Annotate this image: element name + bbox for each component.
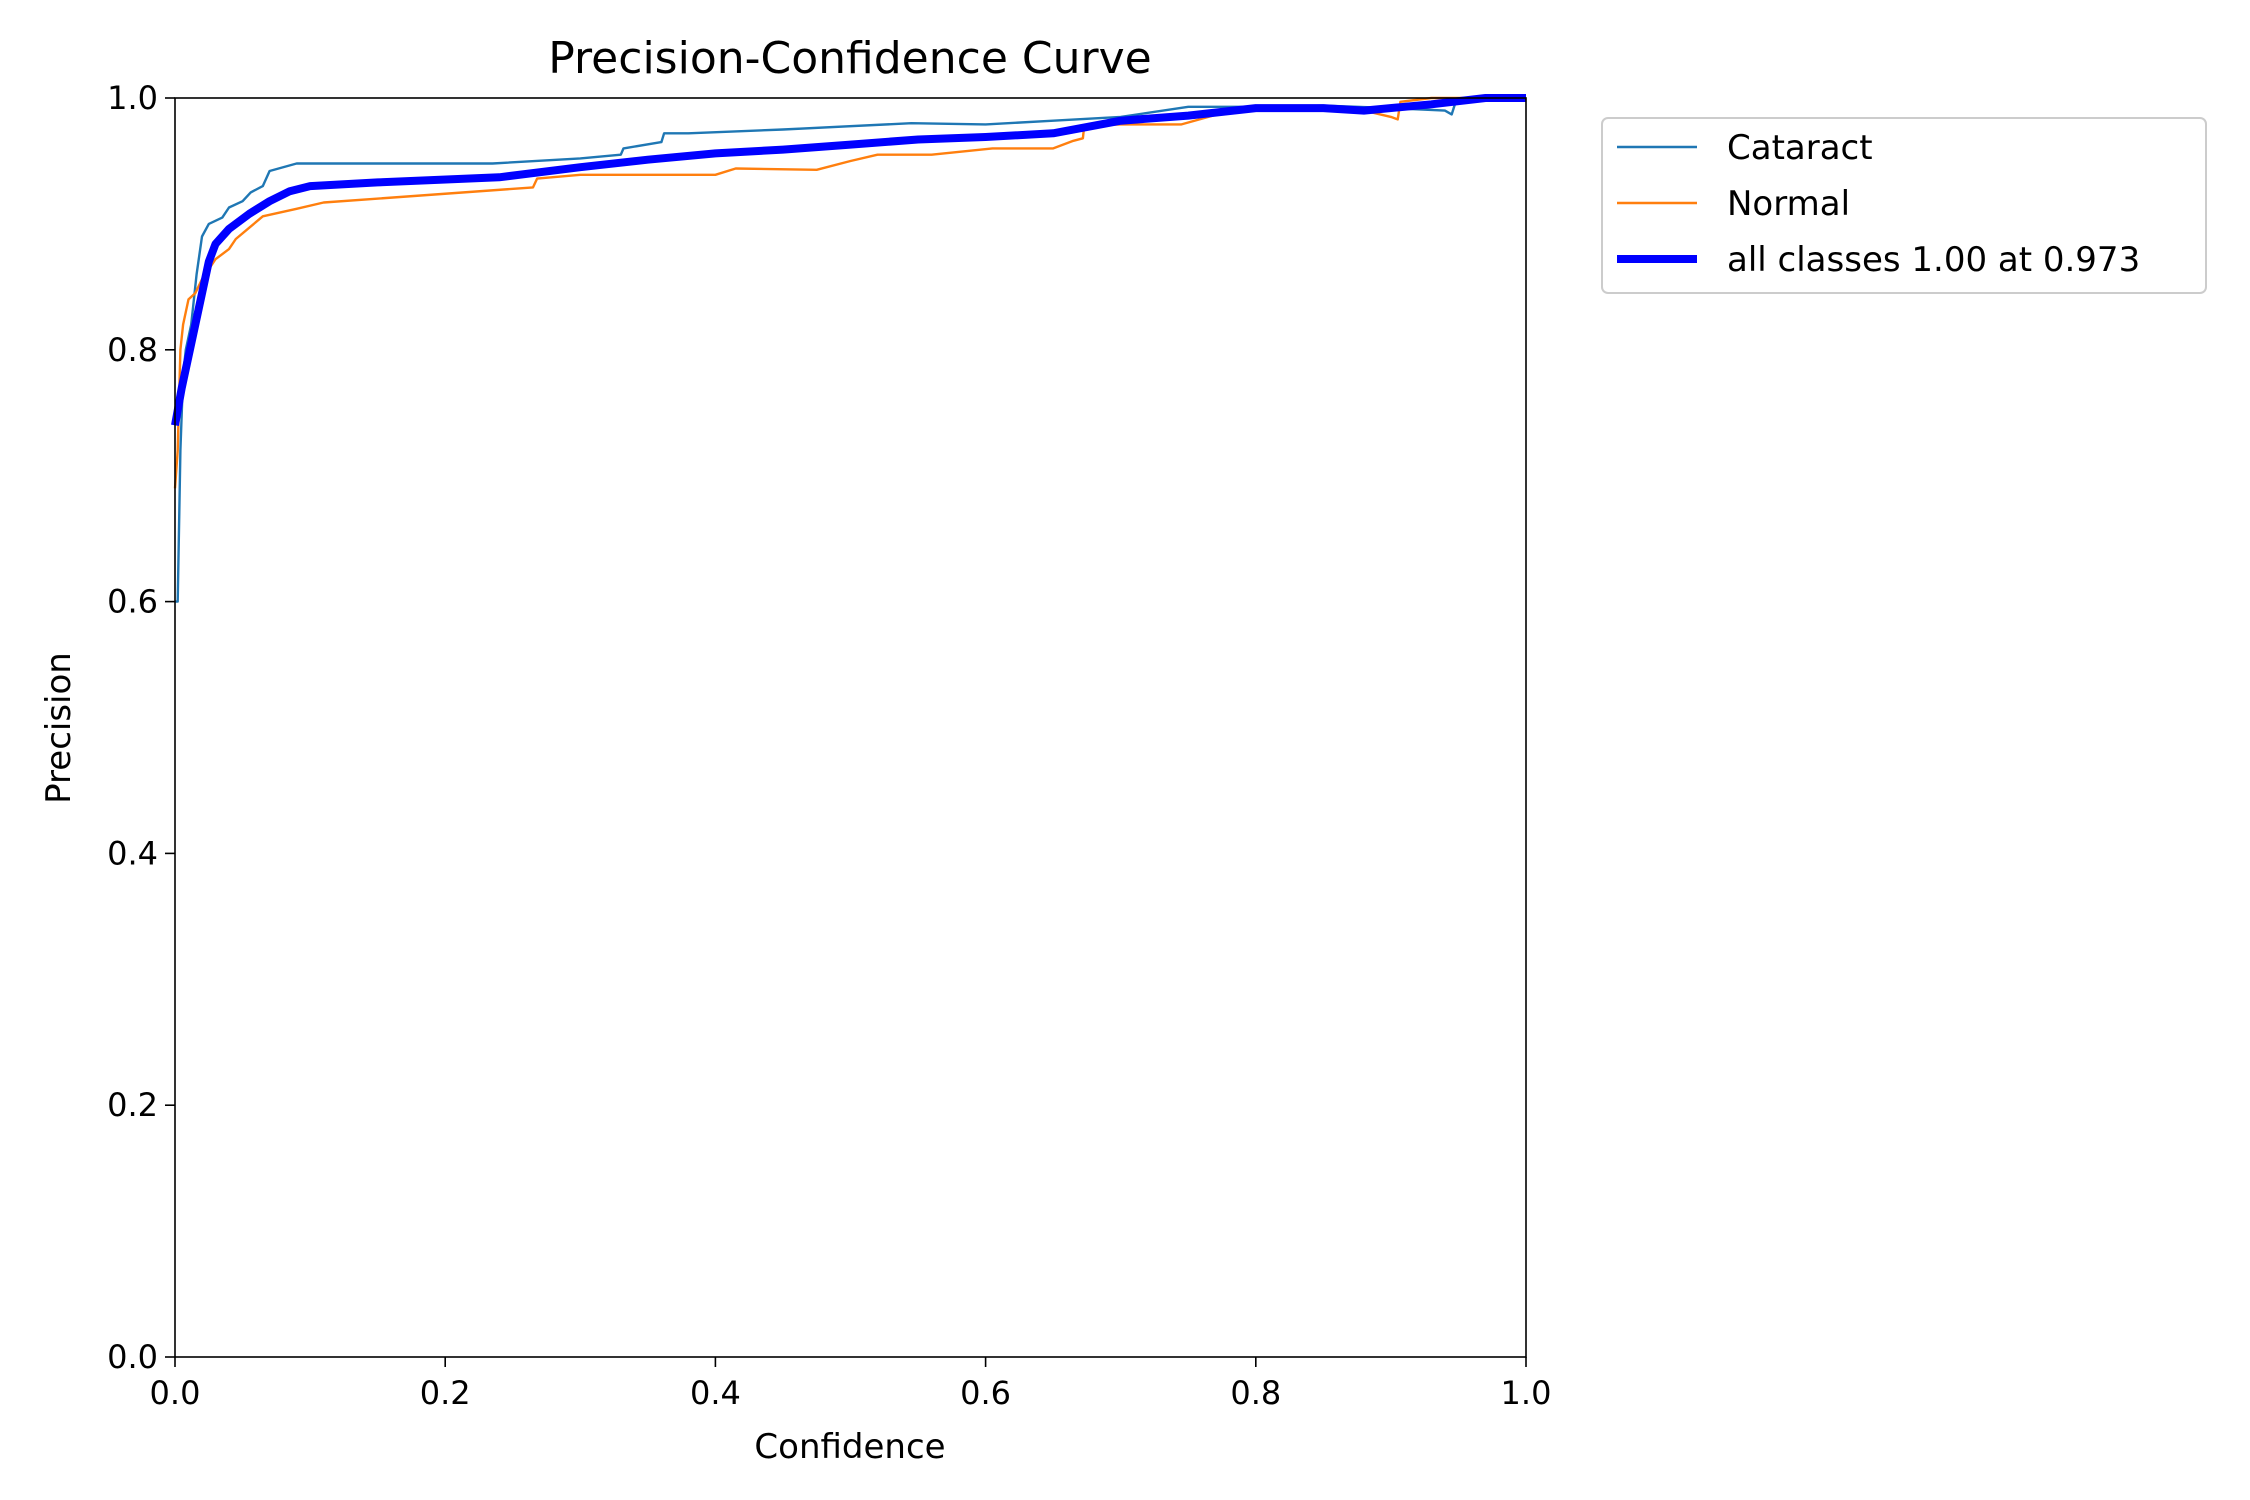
- y-tick-label: 0.6: [107, 583, 158, 621]
- y-axis-label: Precision: [39, 652, 79, 804]
- series-layer: [171, 94, 1526, 603]
- series-line-1: [173, 96, 1526, 489]
- y-tick-label: 0.8: [107, 331, 158, 369]
- x-tick-label: 0.0: [150, 1374, 201, 1412]
- legend-entries: Cataract Normal all classes 1.00 at 0.973: [1617, 128, 2140, 280]
- series-line-2: [171, 94, 1526, 427]
- x-tick-label: 0.6: [960, 1374, 1011, 1412]
- y-tick-label: 0.2: [107, 1086, 158, 1124]
- x-axis-ticks: 0.0 0.2 0.4 0.6 0.8 1.0: [150, 1357, 1552, 1412]
- legend-label-0: Cataract: [1727, 128, 1873, 168]
- legend-box: [1601, 117, 2207, 294]
- y-axis-ticks: 0.0 0.2 0.4 0.6 0.8 1.0: [107, 79, 175, 1376]
- plot-area: [171, 94, 1527, 1358]
- x-tick-label: 1.0: [1501, 1374, 1552, 1412]
- y-tick-label: 0.4: [107, 834, 158, 872]
- x-axis-label: Confidence: [754, 1427, 945, 1467]
- legend: Cataract Normal all classes 1.00 at 0.973: [1601, 117, 2207, 294]
- x-tick-label: 0.8: [1230, 1374, 1281, 1412]
- legend-label-1: Normal: [1727, 184, 1850, 224]
- chart-title: Precision-Confidence Curve: [548, 33, 1151, 84]
- x-tick-label: 0.4: [690, 1374, 741, 1412]
- y-tick-label: 0.0: [107, 1338, 158, 1376]
- plot-frame: [174, 97, 1527, 1358]
- x-tick-label: 0.2: [420, 1374, 471, 1412]
- legend-label-2: all classes 1.00 at 0.973: [1727, 240, 2140, 280]
- y-tick-label: 1.0: [107, 79, 158, 117]
- series-line-0: [175, 96, 1526, 603]
